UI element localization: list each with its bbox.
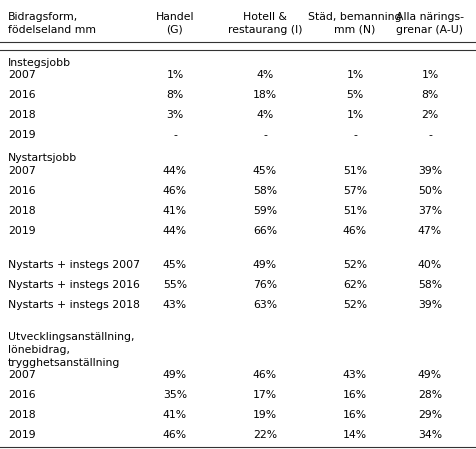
Text: 52%: 52% [342,260,367,270]
Text: 44%: 44% [163,166,187,176]
Text: 2018: 2018 [8,110,36,120]
Text: 58%: 58% [417,280,441,290]
Text: 1%: 1% [166,70,183,80]
Text: 4%: 4% [256,70,273,80]
Text: 2019: 2019 [8,226,36,236]
Text: 41%: 41% [163,410,187,420]
Text: 49%: 49% [417,370,441,380]
Text: 35%: 35% [163,390,187,400]
Text: 51%: 51% [342,206,367,216]
Text: 49%: 49% [163,370,187,380]
Text: 1%: 1% [346,70,363,80]
Text: -: - [173,130,177,140]
Text: 55%: 55% [163,280,187,290]
Text: 76%: 76% [252,280,277,290]
Text: 4%: 4% [256,110,273,120]
Text: 49%: 49% [252,260,277,270]
Text: Handel
(G): Handel (G) [156,12,194,35]
Text: 2019: 2019 [8,430,36,440]
Text: 8%: 8% [166,90,183,100]
Text: -: - [427,130,431,140]
Text: 29%: 29% [417,410,441,420]
Text: 2%: 2% [420,110,438,120]
Text: 34%: 34% [417,430,441,440]
Text: 16%: 16% [342,390,367,400]
Text: 2016: 2016 [8,390,36,400]
Text: 50%: 50% [417,186,441,196]
Text: 39%: 39% [417,300,441,310]
Text: 62%: 62% [342,280,367,290]
Text: 5%: 5% [346,90,363,100]
Text: 2018: 2018 [8,206,36,216]
Text: Alla närings-
grenar (A-U): Alla närings- grenar (A-U) [395,12,463,35]
Text: 2019: 2019 [8,130,36,140]
Text: 43%: 43% [163,300,187,310]
Text: Nystarts + instegs 2007: Nystarts + instegs 2007 [8,260,140,270]
Text: 43%: 43% [342,370,367,380]
Text: 51%: 51% [342,166,367,176]
Text: 52%: 52% [342,300,367,310]
Text: 46%: 46% [252,370,277,380]
Text: 16%: 16% [342,410,367,420]
Text: -: - [352,130,356,140]
Text: 59%: 59% [252,206,277,216]
Text: Instegsjobb: Instegsjobb [8,58,71,68]
Text: 41%: 41% [163,206,187,216]
Text: -: - [262,130,267,140]
Text: 2007: 2007 [8,70,36,80]
Text: 18%: 18% [252,90,277,100]
Text: 19%: 19% [252,410,277,420]
Text: 2007: 2007 [8,166,36,176]
Text: 66%: 66% [252,226,277,236]
Text: 37%: 37% [417,206,441,216]
Text: 28%: 28% [417,390,441,400]
Text: Nystarts + instegs 2018: Nystarts + instegs 2018 [8,300,139,310]
Text: Nystartsjobb: Nystartsjobb [8,153,77,163]
Text: 2007: 2007 [8,370,36,380]
Text: 1%: 1% [420,70,438,80]
Text: 2016: 2016 [8,90,36,100]
Text: Nystarts + instegs 2016: Nystarts + instegs 2016 [8,280,139,290]
Text: 8%: 8% [420,90,438,100]
Text: 3%: 3% [166,110,183,120]
Text: 63%: 63% [252,300,277,310]
Text: 46%: 46% [163,186,187,196]
Text: 47%: 47% [417,226,441,236]
Text: 45%: 45% [163,260,187,270]
Text: Städ, bemanning
mm (N): Städ, bemanning mm (N) [307,12,401,35]
Text: 40%: 40% [417,260,441,270]
Text: 1%: 1% [346,110,363,120]
Text: 2018: 2018 [8,410,36,420]
Text: 14%: 14% [342,430,367,440]
Text: 46%: 46% [163,430,187,440]
Text: 17%: 17% [252,390,277,400]
Text: Bidragsform,
födelseland mm: Bidragsform, födelseland mm [8,12,96,35]
Text: 22%: 22% [252,430,277,440]
Text: Hotell &
restaurang (I): Hotell & restaurang (I) [227,12,302,35]
Text: Utvecklingsanställning,
lönebidrag,
trygghetsanställning: Utvecklingsanställning, lönebidrag, tryg… [8,332,134,368]
Text: 57%: 57% [342,186,367,196]
Text: 46%: 46% [342,226,367,236]
Text: 58%: 58% [252,186,277,196]
Text: 39%: 39% [417,166,441,176]
Text: 2016: 2016 [8,186,36,196]
Text: 45%: 45% [252,166,277,176]
Text: 44%: 44% [163,226,187,236]
